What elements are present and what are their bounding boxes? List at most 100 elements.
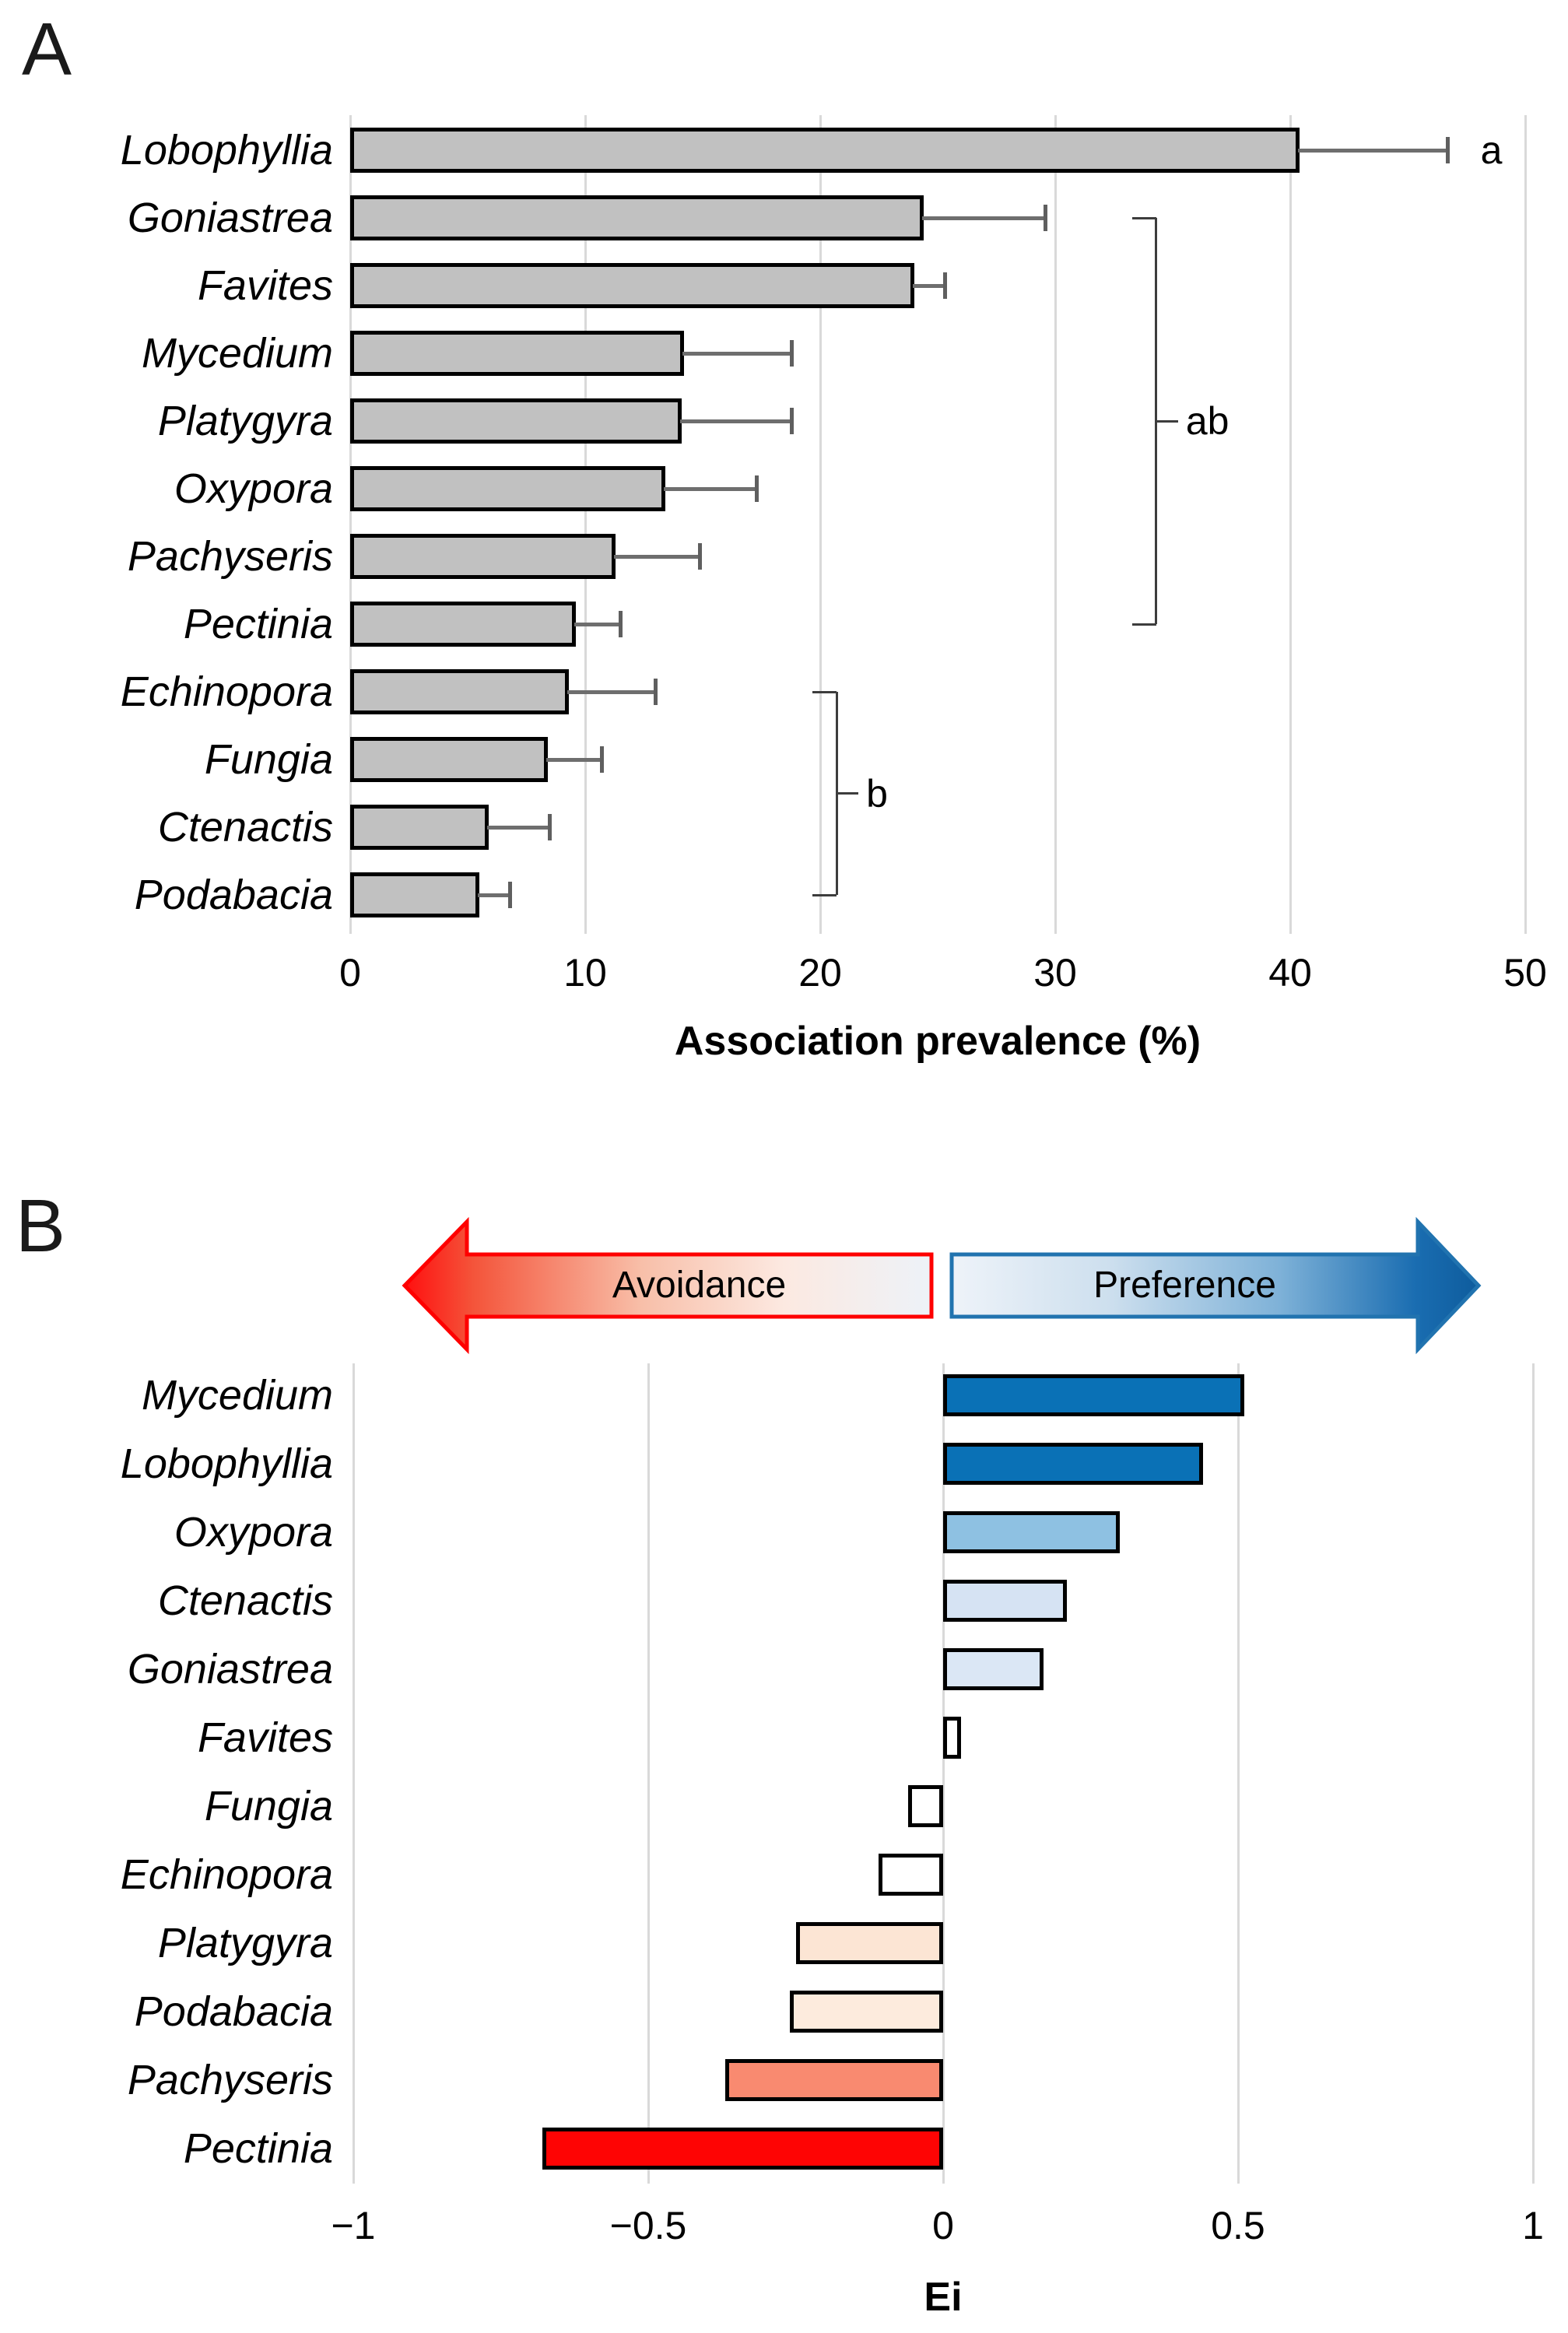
preference-arrow-label: Preference [1093, 1265, 1276, 1306]
error-cap-mycedium [790, 340, 795, 367]
error-cap-favites [942, 272, 947, 299]
bar-mycedium [943, 1374, 1244, 1416]
bar-goniastrea [350, 195, 924, 240]
gridline-40 [1289, 115, 1292, 934]
gridline-30 [1054, 115, 1057, 934]
x-tick-label: 10 [563, 951, 607, 995]
category-label-pachyseris: Pachyseris [127, 2057, 333, 2103]
error-cap-ctenactis [548, 814, 552, 840]
x-tick-label: 0.5 [1211, 2204, 1265, 2247]
bar-podabacia [350, 872, 480, 917]
panel-a-x-axis-title: Association prevalence (%) [674, 1019, 1201, 1064]
error-bar-oxypora [663, 486, 757, 491]
error-cap-pectinia [618, 611, 623, 637]
bar-pachyseris [724, 2059, 943, 2101]
category-label-fungia: Fungia [204, 736, 333, 783]
x-tick-label: 50 [1503, 951, 1547, 995]
panel-a-chart: 0 10 20 30 40 50 Lobophyllia Goniastrea Favites M… [120, 115, 1547, 995]
bar-pachyseris [350, 534, 616, 579]
bar-goniastrea [943, 1648, 1044, 1690]
gridline-−0.5 [647, 1363, 650, 2184]
error-cap-fungia [599, 746, 604, 773]
category-label-echinopora: Echinopora [120, 1851, 333, 1898]
bar-favites [350, 263, 914, 308]
error-bar-fungia [545, 757, 602, 762]
bar-echinopora [350, 669, 569, 714]
panel-b-x-axis-title: Ei [924, 2275, 963, 2320]
error-bar-favites [912, 283, 945, 288]
gridline-50 [1524, 115, 1527, 934]
bar-platygyra [350, 398, 682, 444]
bar-fungia [907, 1785, 943, 1827]
x-tick-label: 0 [339, 951, 361, 995]
bracket-cap-b [812, 893, 837, 896]
bar-lobophyllia [943, 1443, 1203, 1485]
error-cap-platygyra [790, 408, 795, 434]
category-label-platygyra: Platygyra [157, 398, 333, 444]
bar-pectinia [542, 2128, 943, 2170]
error-bar-mycedium [682, 351, 792, 356]
preference-arrow [949, 1216, 1482, 1355]
category-label-mycedium: Mycedium [141, 1372, 333, 1419]
error-bar-goniastrea [921, 216, 1046, 220]
error-bar-pachyseris [614, 554, 700, 559]
x-tick-label: 0 [932, 2204, 954, 2247]
bar-podabacia [789, 1991, 943, 2033]
bar-mycedium [350, 331, 684, 376]
x-tick-label: 40 [1268, 951, 1312, 995]
gridline-0.5 [1237, 1363, 1240, 2184]
bar-platygyra [795, 1922, 943, 1964]
significance-letter-ab: ab [1185, 399, 1229, 443]
bar-fungia [350, 737, 548, 782]
category-label-podabacia: Podabacia [134, 1988, 333, 2035]
category-label-favites: Favites [197, 1714, 333, 1761]
category-label-lobophyllia: Lobophyllia [120, 127, 333, 174]
error-bar-platygyra [679, 419, 792, 423]
error-cap-podabacia [507, 882, 512, 908]
error-cap-pachyseris [698, 543, 703, 570]
error-bar-pectinia [574, 622, 621, 626]
bar-lobophyllia [350, 128, 1300, 173]
bar-pectinia [350, 602, 576, 647]
panel-b-label: B [16, 1184, 66, 1268]
significance-letter-b: b [866, 771, 888, 816]
error-cap-echinopora [654, 679, 658, 705]
significance-letter-a: a [1480, 128, 1503, 172]
x-tick-label: 20 [798, 951, 842, 995]
bar-ctenactis [943, 1580, 1068, 1622]
error-cap-lobophyllia [1445, 137, 1450, 163]
category-label-pectinia: Pectinia [183, 601, 333, 647]
bracket-tick-ab [1156, 419, 1178, 423]
gridline-1 [1531, 1363, 1535, 2184]
bracket-cap-ab [1131, 216, 1156, 219]
category-label-mycedium: Mycedium [141, 330, 333, 377]
gridline-20 [819, 115, 822, 934]
category-label-echinopora: Echinopora [120, 668, 333, 715]
category-label-oxypora: Oxypora [174, 465, 333, 512]
error-bar-lobophyllia [1298, 148, 1448, 153]
avoidance-arrow-label: Avoidance [612, 1265, 787, 1306]
bracket-cap-ab [1131, 623, 1156, 626]
bar-oxypora [350, 466, 665, 511]
error-cap-goniastrea [1044, 205, 1048, 231]
bracket-tick-b [837, 792, 859, 795]
error-bar-podabacia [478, 893, 510, 897]
category-label-goniastrea: Goniastrea [127, 195, 333, 241]
avoidance-preference-arrows [402, 1216, 1482, 1355]
category-label-pachyseris: Pachyseris [127, 533, 333, 580]
category-label-fungia: Fungia [204, 1783, 333, 1830]
avoidance-arrow [402, 1216, 934, 1355]
panel-a-label: A [22, 8, 72, 91]
error-bar-ctenactis [487, 825, 550, 830]
x-tick-label: 1 [1522, 2204, 1544, 2247]
x-tick-label: −1 [331, 2204, 376, 2247]
bar-ctenactis [350, 805, 489, 850]
bar-oxypora [943, 1511, 1121, 1553]
category-label-platygyra: Platygyra [157, 1920, 333, 1966]
category-label-goniastrea: Goniastrea [127, 1646, 333, 1693]
x-tick-label: 30 [1033, 951, 1077, 995]
error-cap-oxypora [754, 475, 759, 502]
error-bar-echinopora [567, 689, 656, 694]
category-label-favites: Favites [197, 262, 333, 309]
category-label-podabacia: Podabacia [134, 872, 333, 918]
